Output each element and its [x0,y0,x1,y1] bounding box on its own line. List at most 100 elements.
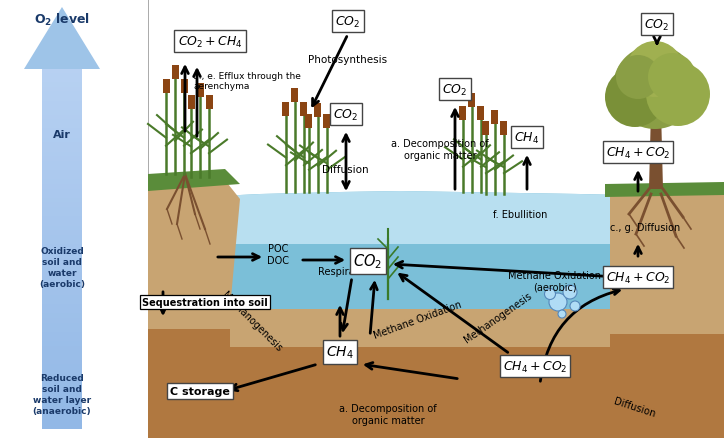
Bar [482,121,489,135]
Polygon shape [42,410,82,415]
Bar [314,104,321,118]
Polygon shape [42,346,82,350]
Polygon shape [42,221,82,226]
Circle shape [646,63,710,127]
Text: Methanogenesis: Methanogenesis [463,290,534,344]
Polygon shape [42,300,82,304]
Text: $CO_2$: $CO_2$ [353,252,382,271]
Text: Diffusion: Diffusion [613,396,657,418]
Bar [206,96,213,110]
Circle shape [627,42,683,98]
Text: $CH_4$: $CH_4$ [326,344,354,360]
Text: Respiration: Respiration [318,266,374,276]
Polygon shape [42,60,82,64]
Polygon shape [42,304,82,309]
Polygon shape [42,364,82,369]
Text: $CO_2$: $CO_2$ [335,14,361,29]
Circle shape [613,46,697,130]
Text: $CH_4 + CO_2$: $CH_4 + CO_2$ [502,359,568,374]
Polygon shape [148,170,240,191]
Polygon shape [42,318,82,323]
Polygon shape [42,263,82,268]
Polygon shape [42,286,82,290]
Polygon shape [42,388,82,392]
Polygon shape [42,208,82,212]
Text: Diffusion: Diffusion [321,165,369,175]
Polygon shape [42,295,82,300]
Polygon shape [42,337,82,341]
Text: c., g. Diffusion: c., g. Diffusion [610,223,681,233]
Polygon shape [42,161,82,166]
Polygon shape [42,277,82,281]
Text: $CH_4$: $CH_4$ [515,130,539,145]
Polygon shape [42,64,82,69]
Text: Methanogenesis: Methanogenesis [220,290,284,353]
Circle shape [563,285,577,299]
Text: POC
DOC: POC DOC [267,244,289,265]
Polygon shape [42,180,82,184]
Text: Reduced
soil and
water layer
(anaerobic): Reduced soil and water layer (anaerobic) [33,373,91,415]
Polygon shape [42,97,82,101]
Circle shape [616,56,660,100]
Text: $CO_2$: $CO_2$ [442,82,468,97]
Bar [500,121,508,135]
Polygon shape [42,69,82,74]
Polygon shape [42,194,82,198]
Polygon shape [42,157,82,161]
Polygon shape [42,92,82,97]
Text: $CH_4 + CO_2$: $CH_4 + CO_2$ [606,145,670,160]
Polygon shape [42,281,82,286]
Text: Air: Air [53,130,71,140]
Polygon shape [42,101,82,106]
Polygon shape [42,198,82,203]
Polygon shape [42,350,82,355]
Polygon shape [42,166,82,171]
Text: a. Decomposition of
organic matter: a. Decomposition of organic matter [391,139,489,160]
Text: Sequestration into soil: Sequestration into soil [142,297,268,307]
Circle shape [558,310,566,318]
Polygon shape [42,314,82,318]
Polygon shape [42,374,82,378]
Polygon shape [42,328,82,332]
Polygon shape [42,175,82,180]
Text: $CH_4 + CO_2$: $CH_4 + CO_2$ [606,270,670,285]
Polygon shape [42,392,82,397]
Polygon shape [42,134,82,138]
Polygon shape [42,341,82,346]
Bar [492,111,499,125]
Polygon shape [42,249,82,254]
Polygon shape [42,369,82,374]
Polygon shape [148,175,240,438]
Polygon shape [42,171,82,175]
Circle shape [605,68,665,128]
Polygon shape [42,258,82,263]
Polygon shape [42,272,82,277]
Text: a. Decomposition of
organic matter: a. Decomposition of organic matter [339,403,437,425]
Bar [172,66,179,80]
Polygon shape [42,212,82,217]
Polygon shape [42,78,82,83]
Bar [282,102,290,116]
Polygon shape [42,360,82,364]
Bar [478,106,484,120]
Polygon shape [42,397,82,401]
Polygon shape [42,138,82,143]
Circle shape [570,301,580,311]
Polygon shape [42,111,82,115]
Polygon shape [605,183,724,198]
Polygon shape [42,203,82,208]
Polygon shape [42,74,82,78]
Polygon shape [42,217,82,221]
Polygon shape [610,334,724,438]
Polygon shape [42,323,82,328]
Polygon shape [610,187,724,438]
Polygon shape [42,378,82,383]
Polygon shape [42,115,82,120]
Polygon shape [42,383,82,388]
Bar [180,80,188,94]
Polygon shape [42,230,82,235]
Polygon shape [148,329,230,438]
Polygon shape [42,244,82,249]
Bar [292,89,298,103]
Polygon shape [42,189,82,194]
